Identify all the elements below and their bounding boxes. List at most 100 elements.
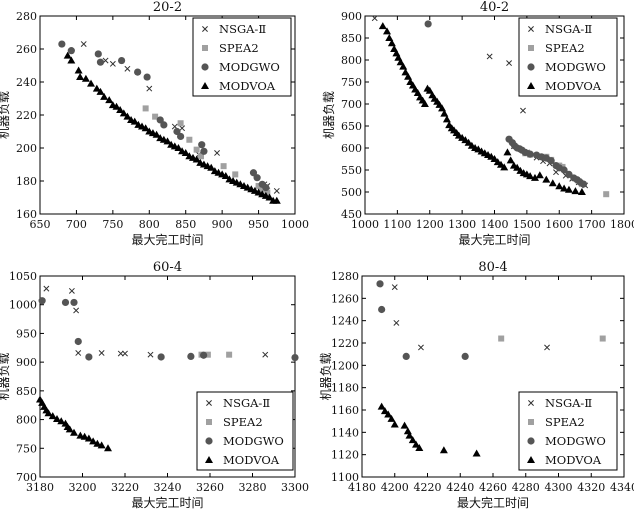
- x-tick-label: 750: [102, 218, 123, 231]
- legend-marker: [527, 63, 535, 71]
- data-point: [74, 337, 82, 346]
- y-tick-label: 850: [16, 385, 37, 398]
- data-point: [400, 421, 409, 429]
- data-point: [143, 73, 151, 81]
- legend-marker: [528, 400, 534, 406]
- data-point: [85, 353, 93, 361]
- data-point: [405, 431, 414, 439]
- x-tick-label: 650: [30, 218, 51, 231]
- data-point: [192, 155, 201, 163]
- series-x: [43, 285, 269, 358]
- legend-marker: [201, 82, 209, 89]
- series-triangle: [36, 395, 112, 452]
- legend-label: NSGA-Ⅱ: [545, 22, 592, 36]
- data-point: [402, 352, 410, 360]
- data-point: [97, 441, 106, 449]
- y-tick-label: 750: [16, 442, 37, 455]
- legend: NSGA-Ⅱ SPEA2 MODGWO MODVOA: [192, 17, 292, 97]
- y-tick-label: 800: [16, 414, 37, 427]
- data-point: [384, 410, 393, 418]
- data-point: [70, 298, 78, 307]
- data-point: [399, 62, 408, 70]
- data-point: [571, 187, 580, 195]
- y-tick-label: 700: [341, 98, 362, 111]
- data-point: [156, 116, 164, 124]
- legend-label: NSGA-Ⅱ: [223, 396, 270, 410]
- y-tick-label: 160: [16, 208, 37, 221]
- data-point: [544, 344, 550, 351]
- data-point: [63, 51, 72, 59]
- data-point: [420, 100, 429, 107]
- data-point: [526, 172, 535, 180]
- legend-label: MODGWO: [219, 60, 280, 74]
- y-axis-label: 机器负载: [0, 352, 11, 400]
- data-point: [506, 156, 515, 164]
- data-point: [75, 350, 82, 356]
- legend: NSGA-Ⅱ SPEA2 MODGWO MODVOA: [196, 391, 294, 471]
- data-point: [122, 350, 128, 357]
- data-point: [181, 148, 190, 156]
- y-axis-label: 机器负载: [319, 352, 333, 400]
- data-point: [255, 182, 262, 189]
- x-tick-label: 1800: [610, 218, 634, 231]
- x-tick-label: 3220: [111, 481, 139, 494]
- y-tick-label: 200: [16, 142, 37, 155]
- x-tick-label: 1100: [383, 218, 411, 231]
- data-point: [486, 53, 493, 60]
- legend-marker: [527, 82, 535, 89]
- legend-label: NSGA-Ⅱ: [545, 396, 592, 410]
- data-point: [220, 163, 227, 170]
- x-tick-label: 950: [248, 218, 269, 231]
- x-tick-label: 3260: [196, 481, 224, 494]
- data-point: [503, 148, 512, 156]
- data-point: [371, 15, 378, 22]
- y-tick-label: 1140: [331, 426, 359, 439]
- data-point: [123, 112, 132, 120]
- y-tick-label: 650: [341, 120, 362, 133]
- data-point: [118, 56, 126, 65]
- data-point: [53, 414, 61, 422]
- x-tick-label: 4220: [414, 481, 442, 494]
- chart-title: 40-2: [480, 0, 509, 15]
- data-point: [253, 174, 261, 182]
- data-point: [65, 425, 74, 433]
- x-tick-label: 4300: [545, 481, 573, 494]
- x-tick-label: 1400: [481, 218, 509, 231]
- data-point: [177, 132, 185, 141]
- data-point: [555, 182, 564, 190]
- chart-panel-1: 20-2 650 700 750 800 850 900 950 1000 160 180 200 22…: [0, 0, 309, 247]
- data-point: [442, 115, 451, 123]
- y-tick-label: 180: [16, 175, 37, 188]
- legend-label: MODVOA: [545, 79, 602, 93]
- x-tick-label: 1000: [351, 218, 379, 231]
- y-tick-label: 1120: [331, 449, 359, 462]
- data-point: [273, 187, 280, 194]
- data-point: [207, 163, 216, 171]
- data-point: [44, 409, 53, 417]
- data-point: [387, 414, 396, 422]
- y-tick-label: 900: [341, 10, 362, 23]
- y-tick-label: 800: [341, 54, 362, 67]
- series-x: [391, 284, 550, 351]
- data-point: [92, 84, 101, 92]
- x-tick-label: 1000: [281, 218, 309, 231]
- data-point: [152, 113, 159, 120]
- data-point: [157, 353, 165, 361]
- x-tick-label: 850: [175, 218, 196, 231]
- y-tick-label: 1220: [331, 337, 359, 350]
- y-tick-label: 850: [341, 32, 362, 45]
- data-point: [265, 193, 274, 201]
- x-tick-label: 4340: [610, 481, 634, 494]
- x-tick-label: 1300: [448, 218, 476, 231]
- data-point: [142, 105, 149, 112]
- data-point: [89, 437, 98, 445]
- data-point: [134, 68, 142, 76]
- data-point: [214, 149, 220, 156]
- series-circle: [38, 297, 299, 362]
- y-tick-label: 1000: [9, 299, 37, 312]
- data-point: [440, 109, 449, 117]
- y-tick-label: 260: [16, 43, 37, 56]
- data-point: [116, 106, 125, 114]
- data-point: [204, 351, 211, 358]
